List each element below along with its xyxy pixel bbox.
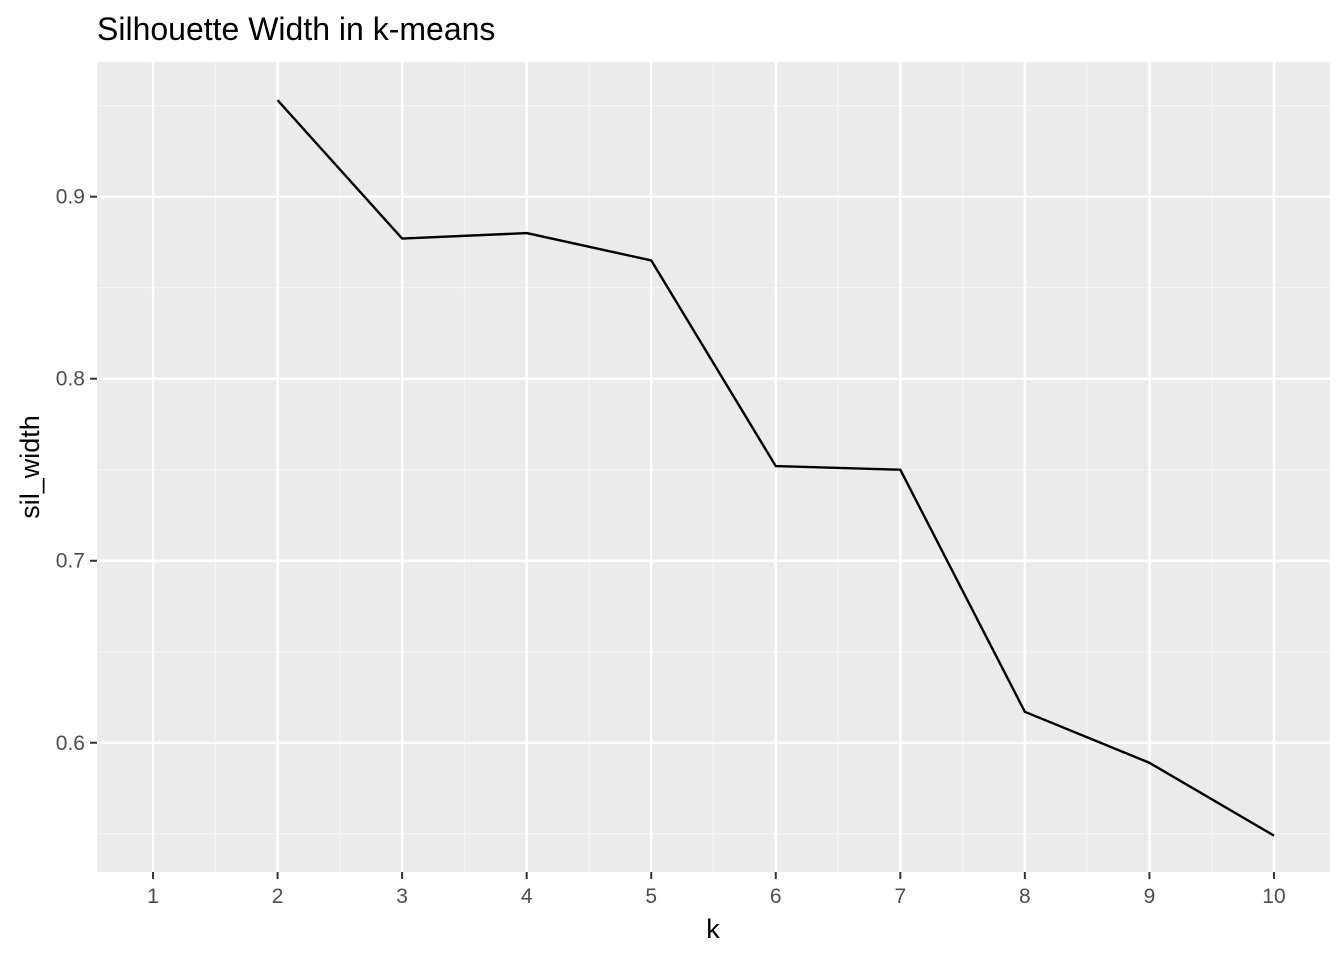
y-tick-label: 0.9: [56, 186, 85, 209]
x-tick-label: 1: [147, 885, 159, 908]
y-axis: 0.6 0.7 0.8 0.9: [56, 186, 97, 755]
x-tick-label: 2: [272, 885, 284, 908]
x-tick-label: 4: [521, 885, 533, 908]
x-tick-label: 6: [770, 885, 782, 908]
y-axis-title: sil_width: [15, 415, 45, 519]
y-tick-label: 0.7: [56, 550, 85, 573]
x-tick-label: 7: [894, 885, 906, 908]
series-layer: [276, 99, 1275, 837]
series-line: [276, 99, 1275, 837]
y-tick-label: 0.6: [56, 732, 85, 755]
x-tick-label: 9: [1144, 885, 1156, 908]
major-grid: [97, 62, 1330, 872]
x-tick-label: 8: [1019, 885, 1031, 908]
x-tick-label: 3: [396, 885, 408, 908]
x-tick-label: 5: [645, 885, 657, 908]
chart-title: Silhouette Width in k-means: [97, 11, 495, 47]
x-axis-title: k: [706, 914, 720, 944]
x-tick-label: 10: [1262, 885, 1285, 908]
y-tick-label: 0.8: [56, 368, 85, 391]
x-axis: 1 2 3 4 5 6 7 8 9 10: [147, 872, 1286, 908]
